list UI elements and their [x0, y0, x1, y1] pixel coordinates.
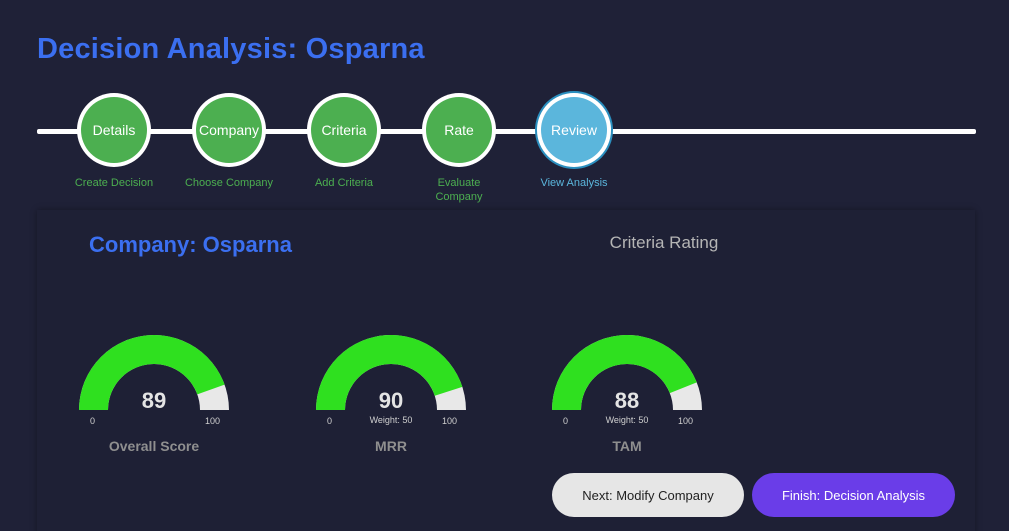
gauge-value: 88	[614, 388, 640, 413]
step-company[interactable]: Company	[192, 93, 266, 167]
stepper-track	[37, 129, 976, 134]
gauge-weight: Weight: 50	[369, 415, 413, 425]
gauge-label: TAM	[612, 438, 642, 454]
step-label: Rate	[444, 122, 474, 138]
step-rate[interactable]: Rate	[422, 93, 496, 167]
step-label: Criteria	[321, 122, 367, 138]
gauge-max: 100	[678, 416, 694, 426]
gauge-arc	[552, 335, 702, 410]
step-caption: View Analysis	[540, 177, 608, 189]
step-caption: Evaluate Company	[435, 177, 483, 203]
step-review[interactable]: Review	[537, 93, 611, 167]
gauge-fill	[79, 334, 225, 410]
gauge-min: 0	[90, 416, 96, 426]
overall-score-gauge: 89 0 100 Overall Score	[79, 332, 239, 462]
gauge-min: 0	[563, 416, 569, 426]
gauge-arc	[316, 334, 466, 410]
step-caption: Choose Company	[184, 177, 274, 189]
step-details[interactable]: Details	[77, 93, 151, 167]
gauge-arc	[79, 334, 229, 410]
gauge-fill	[552, 335, 697, 410]
step-label: Review	[551, 122, 597, 138]
finish-analysis-button[interactable]: Finish: Decision Analysis	[752, 473, 955, 517]
modify-company-button[interactable]: Next: Modify Company	[552, 473, 744, 517]
step-caption: Add Criteria	[314, 177, 374, 189]
gauge-label: MRR	[375, 438, 407, 454]
gauge-fill	[316, 334, 463, 410]
step-circle: Review	[541, 97, 607, 163]
step-label: Company	[199, 122, 259, 138]
mrr-gauge: 90 Weight: 50 0 100 MRR	[316, 332, 476, 462]
company-title: Company: Osparna	[89, 232, 292, 257]
gauge-max: 100	[442, 416, 458, 426]
gauge-value: 89	[141, 388, 167, 413]
step-circle: Details	[81, 97, 147, 163]
step-circle: Company	[196, 97, 262, 163]
gauge-label: Overall Score	[108, 438, 200, 454]
step-circle: Criteria	[311, 97, 377, 163]
tam-gauge: 88 Weight: 50 0 100 TAM	[552, 332, 712, 462]
page-title: Decision Analysis: Osparna	[37, 33, 425, 65]
step-criteria[interactable]: Criteria	[307, 93, 381, 167]
step-circle: Rate	[426, 97, 492, 163]
gauge-min: 0	[327, 416, 333, 426]
step-label: Details	[92, 122, 136, 138]
criteria-rating-heading: Criteria Rating	[609, 233, 719, 252]
step-caption: Create Decision	[74, 177, 154, 189]
gauge-value: 90	[378, 388, 404, 413]
gauge-max: 100	[205, 416, 221, 426]
gauge-weight: Weight: 50	[605, 415, 649, 425]
